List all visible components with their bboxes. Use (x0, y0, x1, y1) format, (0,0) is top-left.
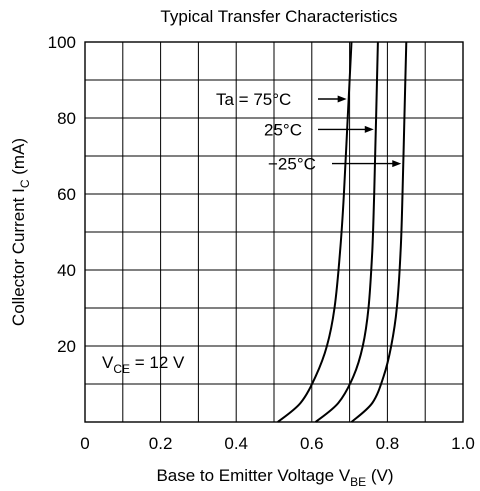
x-tick-label: 0.4 (224, 434, 248, 453)
series-annotations: Ta = 75°C 25°C −25°C (216, 90, 402, 174)
y-tick-label: 100 (48, 33, 76, 52)
x-tick-label: 0.2 (149, 434, 173, 453)
condition-label: VCE = 12 V (102, 353, 185, 376)
series-arrowhead-1 (364, 125, 374, 133)
series-curves (277, 41, 408, 423)
x-tick-label: 0.6 (300, 434, 324, 453)
y-axis-label-unit: (mA) (9, 138, 28, 180)
series-label-2: −25°C (268, 155, 316, 174)
series-arrowhead-0 (337, 95, 347, 103)
y-tick-labels: 20 40 60 80 100 (48, 33, 76, 356)
y-axis-label-sub: C (18, 179, 32, 188)
y-axis-label-main: Collector Current I (9, 188, 28, 326)
x-tick-labels: 0 0.2 0.4 0.6 0.8 1.0 (80, 434, 475, 453)
series-curve-0 (277, 41, 353, 423)
x-tick-label: 0.8 (376, 434, 400, 453)
y-tick-label: 20 (57, 337, 76, 356)
x-tick-label: 1.0 (451, 434, 475, 453)
series-curve-1 (314, 41, 379, 423)
x-axis-label-main: Base to Emitter Voltage V (156, 466, 350, 485)
y-axis-label: Collector Current IC (mA) (9, 138, 32, 326)
x-axis-label-unit: (V) (366, 466, 393, 485)
plot-frame (84, 41, 464, 423)
series-curve-2 (350, 41, 408, 423)
y-tick-label: 80 (57, 109, 76, 128)
y-tick-label: 40 (57, 261, 76, 280)
x-axis-label-sub: BE (350, 475, 366, 489)
series-label-0: Ta = 75°C (216, 90, 291, 109)
series-arrowhead-2 (392, 160, 402, 168)
series-label-1: 25°C (264, 120, 302, 139)
condition-sub: CE (113, 362, 130, 376)
x-tick-label: 0 (80, 434, 89, 453)
y-tick-label: 60 (57, 185, 76, 204)
x-axis-label: Base to Emitter Voltage VBE (V) (156, 466, 393, 489)
condition-main: V (102, 353, 114, 372)
condition-rest: = 12 V (130, 353, 185, 372)
chart-title: Typical Transfer Characteristics (160, 7, 397, 26)
